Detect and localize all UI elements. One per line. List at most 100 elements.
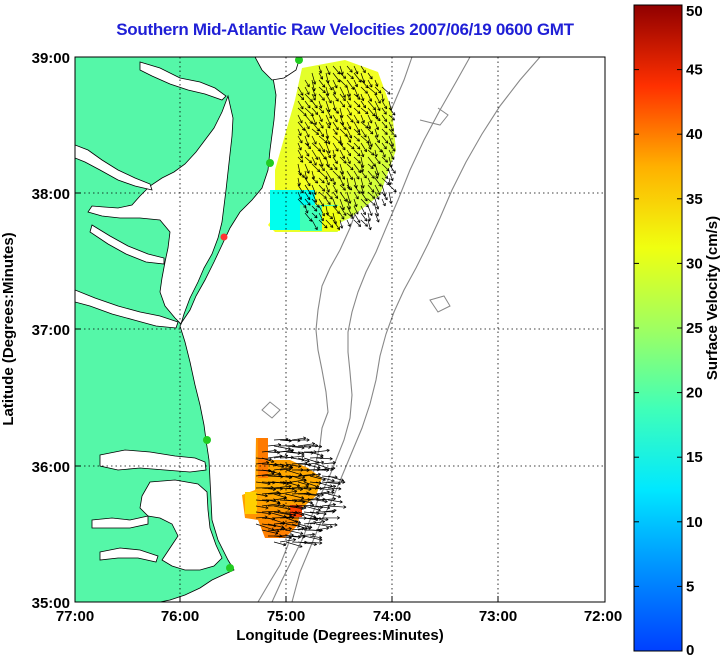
velocity-arrow [332,107,340,114]
colorbar-tick-label: 30 [686,255,703,272]
velocity-arrow [332,184,338,193]
velocity-arrow [381,100,388,110]
velocity-arrow [304,212,313,222]
colorbar-ticks [634,4,682,652]
velocity-arrow [346,149,352,157]
velocity-arrow [367,93,373,102]
velocity-arrow [304,163,310,174]
velocity-arrow [346,219,351,227]
delaware-bay [254,57,301,81]
velocity-arrow [339,65,344,75]
velocity-arrow [315,523,333,529]
velocity-arrow [374,114,381,122]
velocity-arrow [353,72,362,83]
velocity-arrow [381,142,387,150]
radar-site-marker [203,436,211,444]
velocity-arrow [318,184,326,192]
bathymetry-contour-canyon [261,107,451,419]
velocity-arrow [325,198,331,205]
velocity-arrow [285,541,303,548]
velocity-arrow [381,156,389,163]
velocity-arrow [325,107,333,119]
velocity-arrow [332,198,338,209]
velocity-arrow [374,93,381,104]
velocity-arrow [321,461,336,465]
colorbar-tick-label: 5 [686,578,694,595]
x-tick-label: 74:00 [373,608,411,625]
velocity-arrow [374,86,382,94]
colorbar-tick-label: 20 [686,385,703,402]
velocity-arrow [285,475,306,479]
velocity-arrow [279,527,292,531]
velocity-arrow [374,205,380,217]
velocity-arrow [346,156,351,165]
colorbar [633,4,683,652]
velocity-arrow [339,93,346,102]
velocity-arrow [346,121,352,130]
velocity-arrow [304,86,310,95]
velocity-arrow [311,156,317,166]
velocity-arrow [339,149,345,159]
velocity-arrow [353,107,361,114]
x-tick-label: 75:00 [267,608,305,625]
velocity-arrow [309,535,323,540]
velocity-arrow [315,475,335,483]
velocity-arrow [318,72,324,80]
velocity-arrow [339,163,345,175]
velocity-arrow [339,100,346,108]
velocity-arrow [374,198,380,210]
velocity-arrow [255,493,268,498]
neuse-river [99,547,159,563]
velocity-arrow [291,478,307,483]
velocity-arrow [325,219,334,228]
x-axis-label: Longitude (Degrees:Minutes) [236,627,444,644]
velocity-arrow [360,149,365,158]
velocity-arrow [346,79,355,90]
albemarle-sound [99,449,207,473]
grid-lines [75,57,605,602]
velocity-arrow [297,541,317,546]
velocity-arrow [381,198,386,207]
velocity-arrow [318,93,325,101]
radar-site-marker [226,564,234,572]
velocity-arrow [374,212,380,223]
radar-site-marker [295,57,303,64]
velocity-arrow [367,191,376,199]
velocity-arrow [332,191,339,199]
velocity-arrow [297,121,306,131]
velocity-arrow [346,100,352,108]
bathymetry-contour-mid [271,57,471,602]
velocity-arrow [318,198,325,207]
velocity-arrow [304,170,308,180]
velocity-arrow [309,520,326,525]
rappahannock-river [89,224,165,265]
velocity-arrow [318,135,328,144]
colorbar-tick-label: 40 [686,126,703,143]
velocity-arrow [360,177,365,189]
velocity-arrow [360,219,369,227]
velocity-arrow [318,79,326,88]
velocity-arrow [291,505,307,510]
velocity-arrow [332,219,341,230]
x-tick-label: 72:00 [584,608,622,625]
velocity-arrow [321,481,341,486]
velocity-arrow [360,212,368,222]
velocity-arrow [360,163,364,173]
velocity-arrow [309,444,323,449]
velocity-arrow [360,114,365,124]
velocity-arrow [381,93,385,102]
velocity-arrow [297,499,314,505]
velocity-arrow [318,219,328,229]
velocity-arrow [321,516,340,520]
velocity-arrow [291,436,307,441]
velocity-arrow [325,142,331,154]
velocity-arrow [374,100,381,111]
velocity-arrow [353,219,362,227]
y-tick-label: 38:00 [32,186,70,203]
velocity-arrow [273,541,287,547]
colorbar-tick-label: 10 [686,514,703,531]
velocity-arrow [318,163,325,172]
velocity-arrow [304,205,309,214]
velocity-arrow [346,163,354,171]
velocity-arrow [367,205,373,216]
